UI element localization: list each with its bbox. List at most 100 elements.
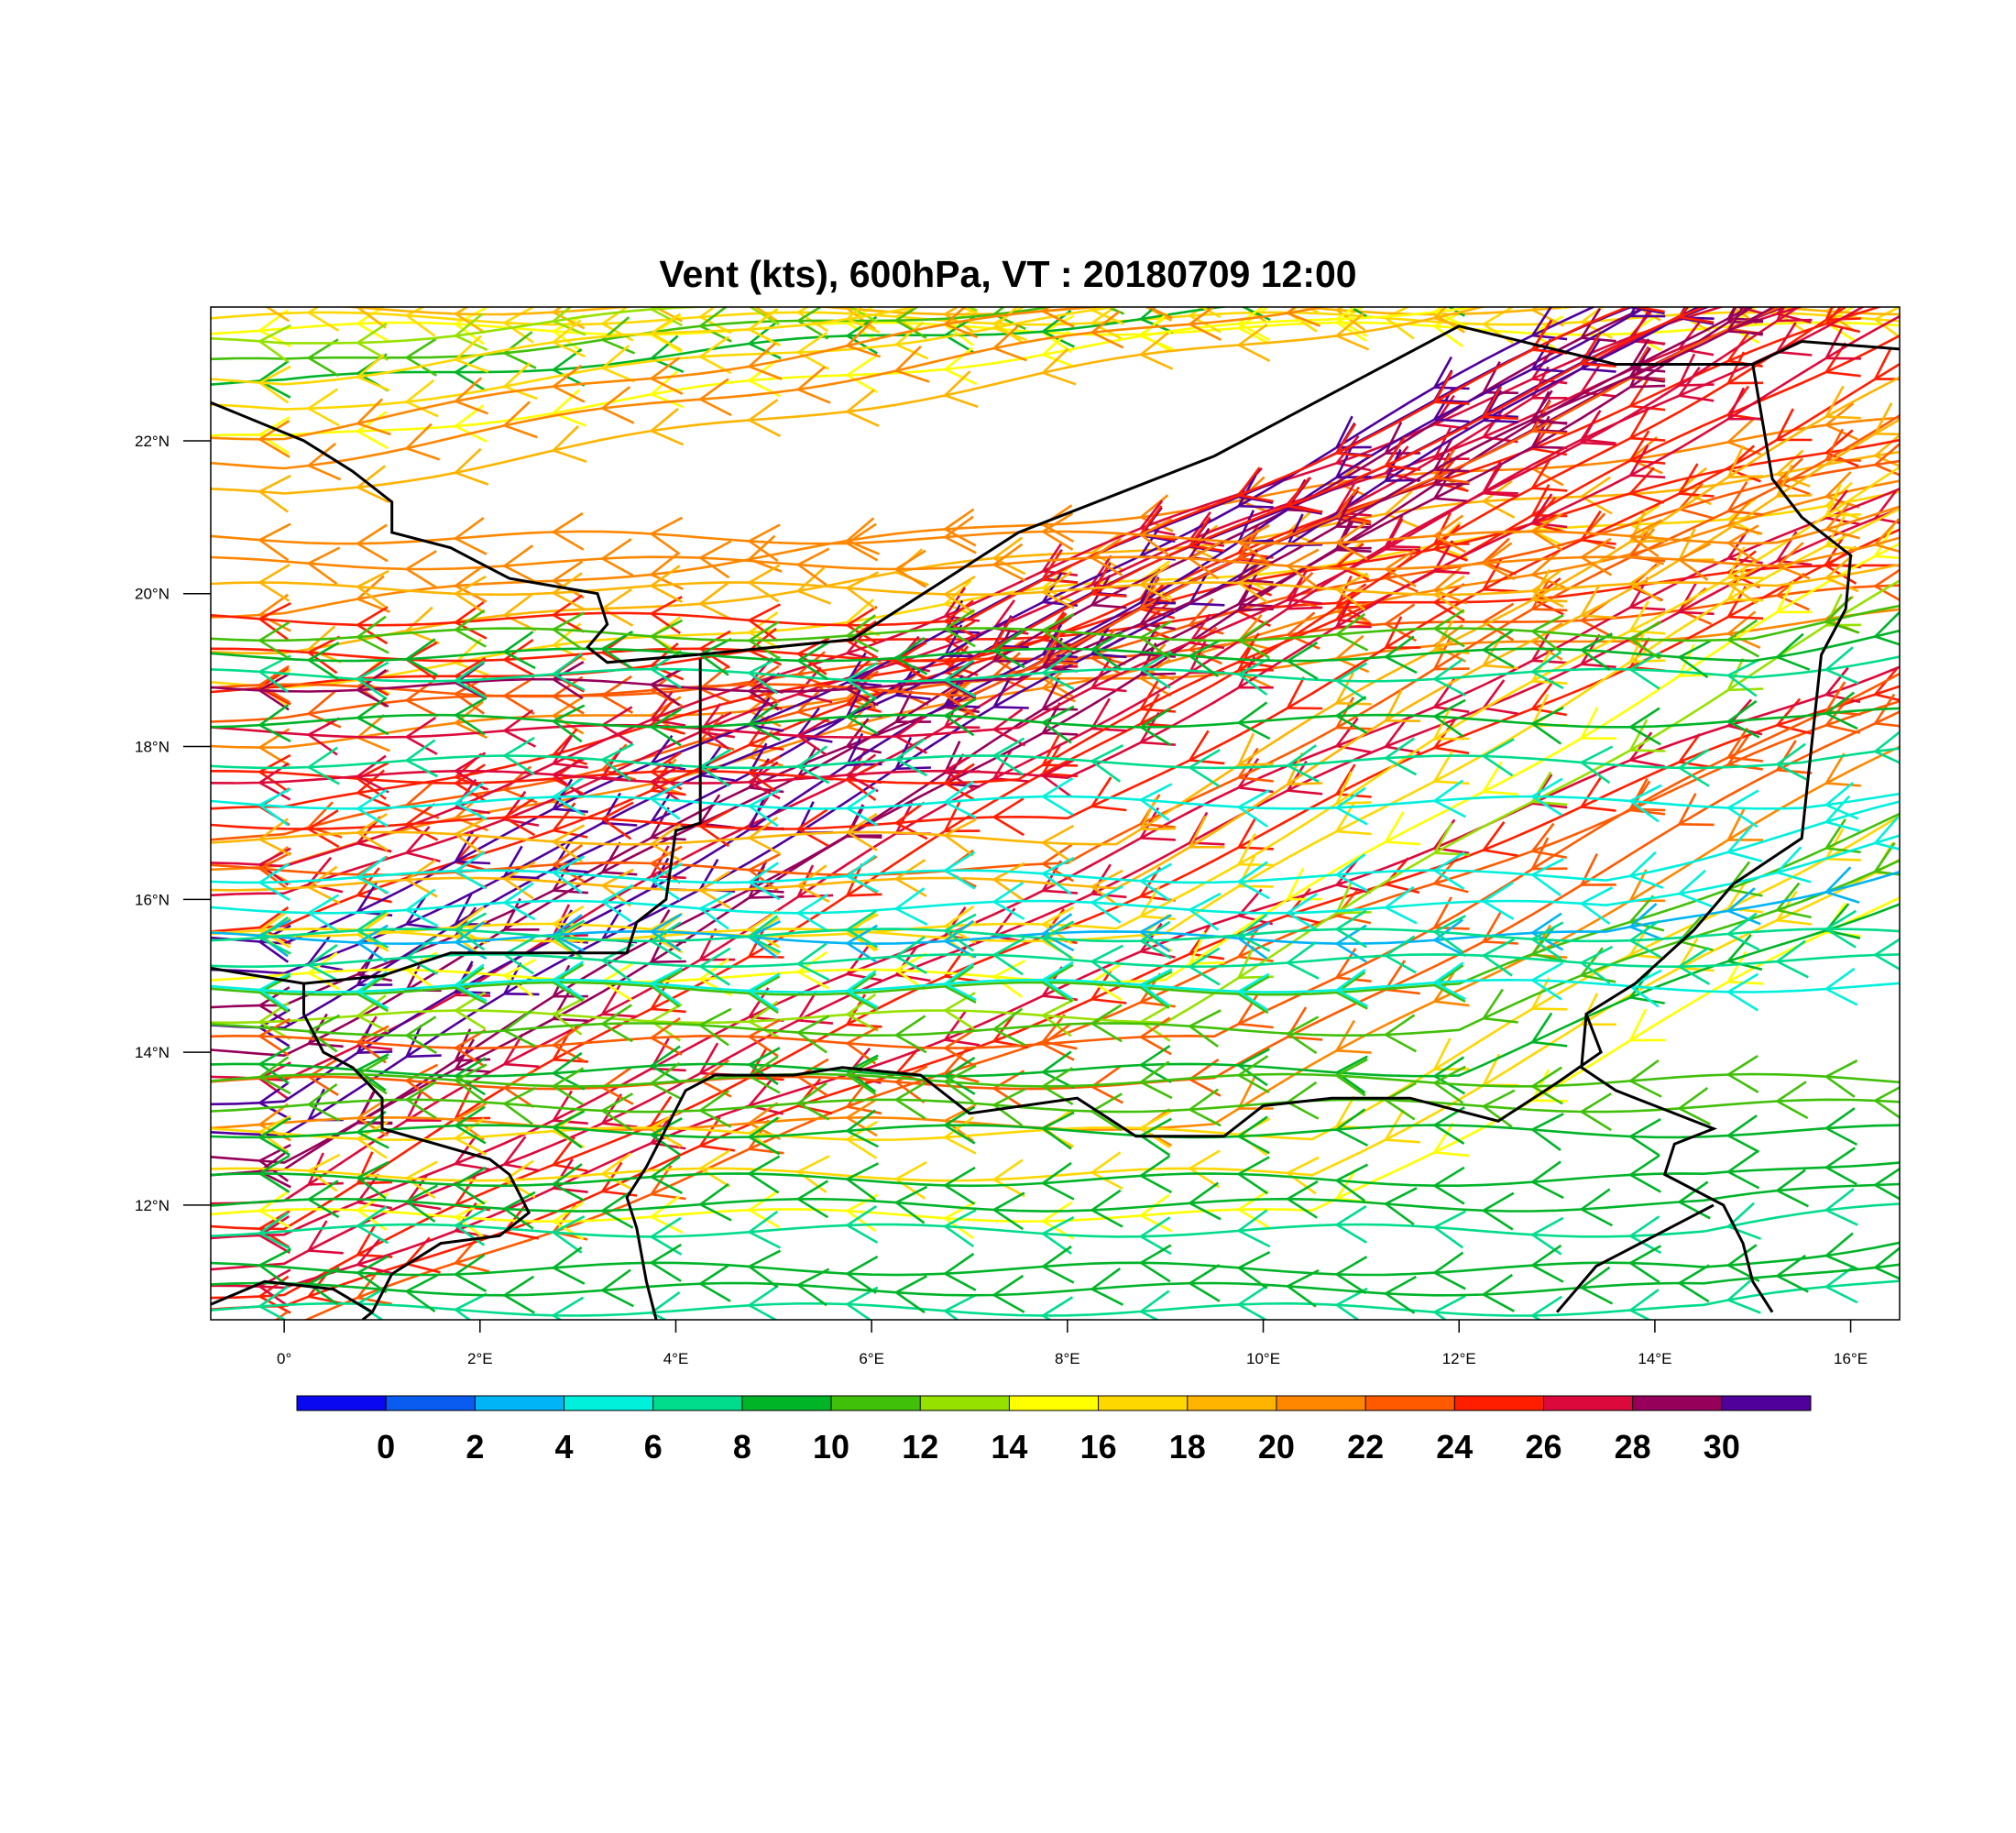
wind-barb [1090, 310, 1124, 349]
wind-barb [1680, 262, 1715, 295]
wind-barb [551, 389, 586, 427]
wind-streamline [211, 508, 1900, 1271]
wind-barb [1188, 511, 1225, 547]
wind-barb [1726, 698, 1763, 736]
wind-barb [1334, 881, 1372, 915]
wind-barb [1138, 1110, 1172, 1149]
wind-barb [845, 571, 879, 610]
wind-barb [992, 675, 1029, 709]
wind-barb [1824, 1188, 1858, 1226]
wind-barb [1138, 571, 1177, 605]
wind-barb [1286, 676, 1323, 710]
wind-barb [1090, 869, 1123, 908]
wind-barb [1138, 1045, 1172, 1083]
wind-barb [747, 1190, 781, 1229]
wind-barb [404, 951, 438, 991]
wind-barb [1138, 711, 1176, 746]
wind-barb [992, 937, 1025, 976]
wind-barb [1627, 1059, 1662, 1098]
wind-barb [1285, 941, 1320, 980]
wind-barb [747, 1078, 783, 1115]
wind-barb [1826, 247, 1861, 278]
wind-barb [845, 1120, 878, 1159]
wind-barb [845, 667, 879, 707]
wind-barb [1090, 969, 1127, 1004]
wind-barb [306, 338, 340, 378]
wind-barb [1236, 921, 1271, 960]
wind-barb [1334, 672, 1372, 706]
wind-barb [1040, 960, 1074, 1000]
country-border [1555, 1203, 1715, 1313]
wind-barb [257, 1149, 291, 1189]
wind-barb [747, 620, 780, 660]
wind-barb [1530, 493, 1568, 529]
wind-barb [1726, 808, 1764, 841]
wind-barb [355, 1255, 389, 1294]
wind-barb [551, 1067, 585, 1106]
wind-barb [1236, 732, 1274, 767]
wind-barb [1628, 1008, 1666, 1042]
wind-barb [1040, 824, 1075, 863]
wind-barb [942, 1115, 977, 1155]
wind-barb [257, 415, 290, 455]
wind-barb [1824, 1059, 1858, 1098]
wind-barb [942, 609, 976, 648]
wind-barb [502, 882, 536, 921]
wind-barb [1726, 1202, 1762, 1240]
wind-barb [1334, 662, 1368, 701]
wind-barb [1628, 307, 1666, 318]
wind-barb [306, 442, 342, 481]
wind-barb [1728, 239, 1763, 273]
colorbar-swatch [831, 1396, 921, 1410]
wind-barb [697, 307, 732, 343]
colorbar-label: 28 [1615, 1428, 1651, 1465]
wind-barb [306, 307, 340, 332]
wind-barb [1680, 225, 1710, 261]
wind-barb [404, 1081, 437, 1120]
wind-barb [1726, 950, 1764, 985]
wind-barb [1432, 964, 1466, 1004]
wind-barb [747, 909, 781, 949]
wind-barb [1187, 748, 1221, 787]
wind-barb [355, 353, 390, 392]
wind-barb [1627, 1154, 1661, 1193]
wind-barb [257, 324, 291, 363]
wind-barb [1875, 269, 1910, 301]
wind-barb [551, 1110, 586, 1149]
wind-barb [257, 522, 291, 562]
wind-barb [1432, 719, 1470, 755]
wind-barb [697, 947, 731, 986]
wind-barb [1432, 389, 1470, 423]
wind-barb [1236, 861, 1270, 900]
wind-barb [1286, 752, 1323, 786]
wind-barb [1726, 1114, 1760, 1153]
wind-barb [942, 1056, 976, 1095]
wind-barb [1529, 777, 1563, 817]
wind-barb [1873, 402, 1900, 436]
colorbar-swatch [741, 1396, 832, 1410]
wind-barb [404, 739, 439, 778]
wind-barb [747, 755, 781, 794]
wind-barb [1579, 886, 1614, 926]
wind-barb [697, 1263, 731, 1302]
wind-barb [1432, 961, 1466, 1001]
colorbar-swatch [1009, 1396, 1100, 1410]
wind-barb [893, 549, 927, 588]
wind-streamline [211, 1161, 1900, 1188]
wind-barb [1337, 247, 1368, 284]
wind-barb [1040, 307, 1075, 328]
colorbar-swatch [920, 1396, 1010, 1410]
wind-barb [649, 1156, 684, 1194]
wind-barb [845, 614, 879, 653]
wind-barb [942, 1064, 977, 1103]
wind-barb [1334, 612, 1369, 652]
wind-barb [1824, 1265, 1858, 1304]
wind-barb [942, 307, 979, 339]
wind-barb [1481, 988, 1518, 1024]
wind-barb [453, 675, 488, 715]
wind-barb [1040, 705, 1075, 744]
wind-barb [1188, 516, 1225, 553]
wind-barb [1726, 529, 1763, 565]
wind-barb [1529, 651, 1564, 690]
wind-barb [551, 777, 585, 816]
